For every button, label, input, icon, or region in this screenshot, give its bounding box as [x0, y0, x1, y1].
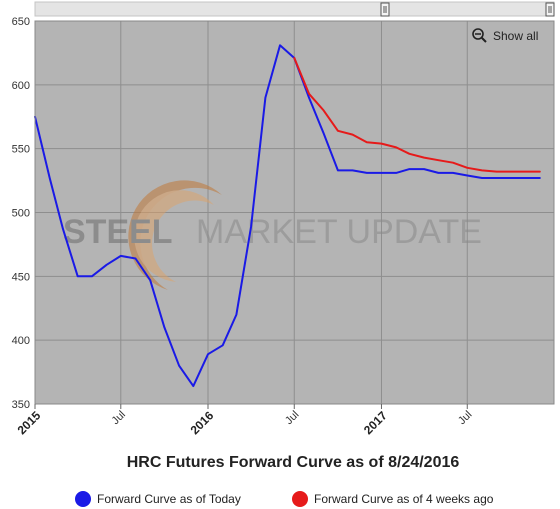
x-tick-label-month: Jul — [283, 409, 301, 427]
y-tick-label: 650 — [12, 16, 30, 28]
legend-marker-today — [75, 491, 91, 507]
navigator-right-handle[interactable] — [545, 2, 555, 17]
y-tick-label: 550 — [12, 144, 30, 156]
watermark-logo: STEEL MARKET UPDATE — [63, 180, 482, 290]
y-tick-label: 350 — [12, 399, 30, 411]
navigator-left-handle[interactable] — [380, 2, 390, 17]
x-tick-label-year: 2016 — [188, 408, 217, 437]
watermark-text-regular: MARKET UPDATE — [196, 213, 482, 251]
zoom-out-magnifier-icon — [472, 28, 487, 43]
navigator-bar[interactable] — [34, 1, 555, 17]
x-tick-label-month: Jul — [456, 409, 474, 427]
legend-item-today[interactable]: Forward Curve as of Today — [75, 491, 241, 507]
watermark-swoosh-icon — [128, 180, 222, 290]
watermark-text-bold: STEEL — [63, 213, 173, 251]
series-layer — [34, 44, 541, 388]
y-tick-label: 500 — [12, 208, 30, 220]
grid — [35, 21, 554, 404]
y-tick-label: 400 — [12, 335, 30, 347]
legend-marker-4-weeks-ago — [292, 491, 308, 507]
x-tick-label-year: 2015 — [15, 408, 44, 437]
x-tick-label-year: 2017 — [361, 408, 390, 437]
legend-label-today: Forward Curve as of Today — [97, 492, 241, 506]
show-all-button[interactable]: Show all — [472, 28, 538, 43]
show-all-label: Show all — [493, 29, 538, 43]
x-tick-label-month: Jul — [110, 409, 128, 427]
legend-item-4-weeks-ago[interactable]: Forward Curve as of 4 weeks ago — [292, 491, 494, 507]
legend: Forward Curve as of Today Forward Curve … — [75, 491, 494, 507]
series-line-4-weeks-ago[interactable] — [293, 57, 541, 173]
legend-label-4-weeks-ago: Forward Curve as of 4 weeks ago — [314, 492, 494, 506]
y-axis: 350 400 450 500 550 600 650 — [12, 16, 30, 411]
y-tick-label: 450 — [12, 271, 30, 283]
y-tick-label: 600 — [12, 80, 30, 92]
series-line-today[interactable] — [34, 44, 541, 388]
chart-title: HRC Futures Forward Curve as of 8/24/201… — [127, 454, 460, 471]
x-axis: 2015 2016 2017 Jul Jul Jul — [15, 404, 474, 437]
